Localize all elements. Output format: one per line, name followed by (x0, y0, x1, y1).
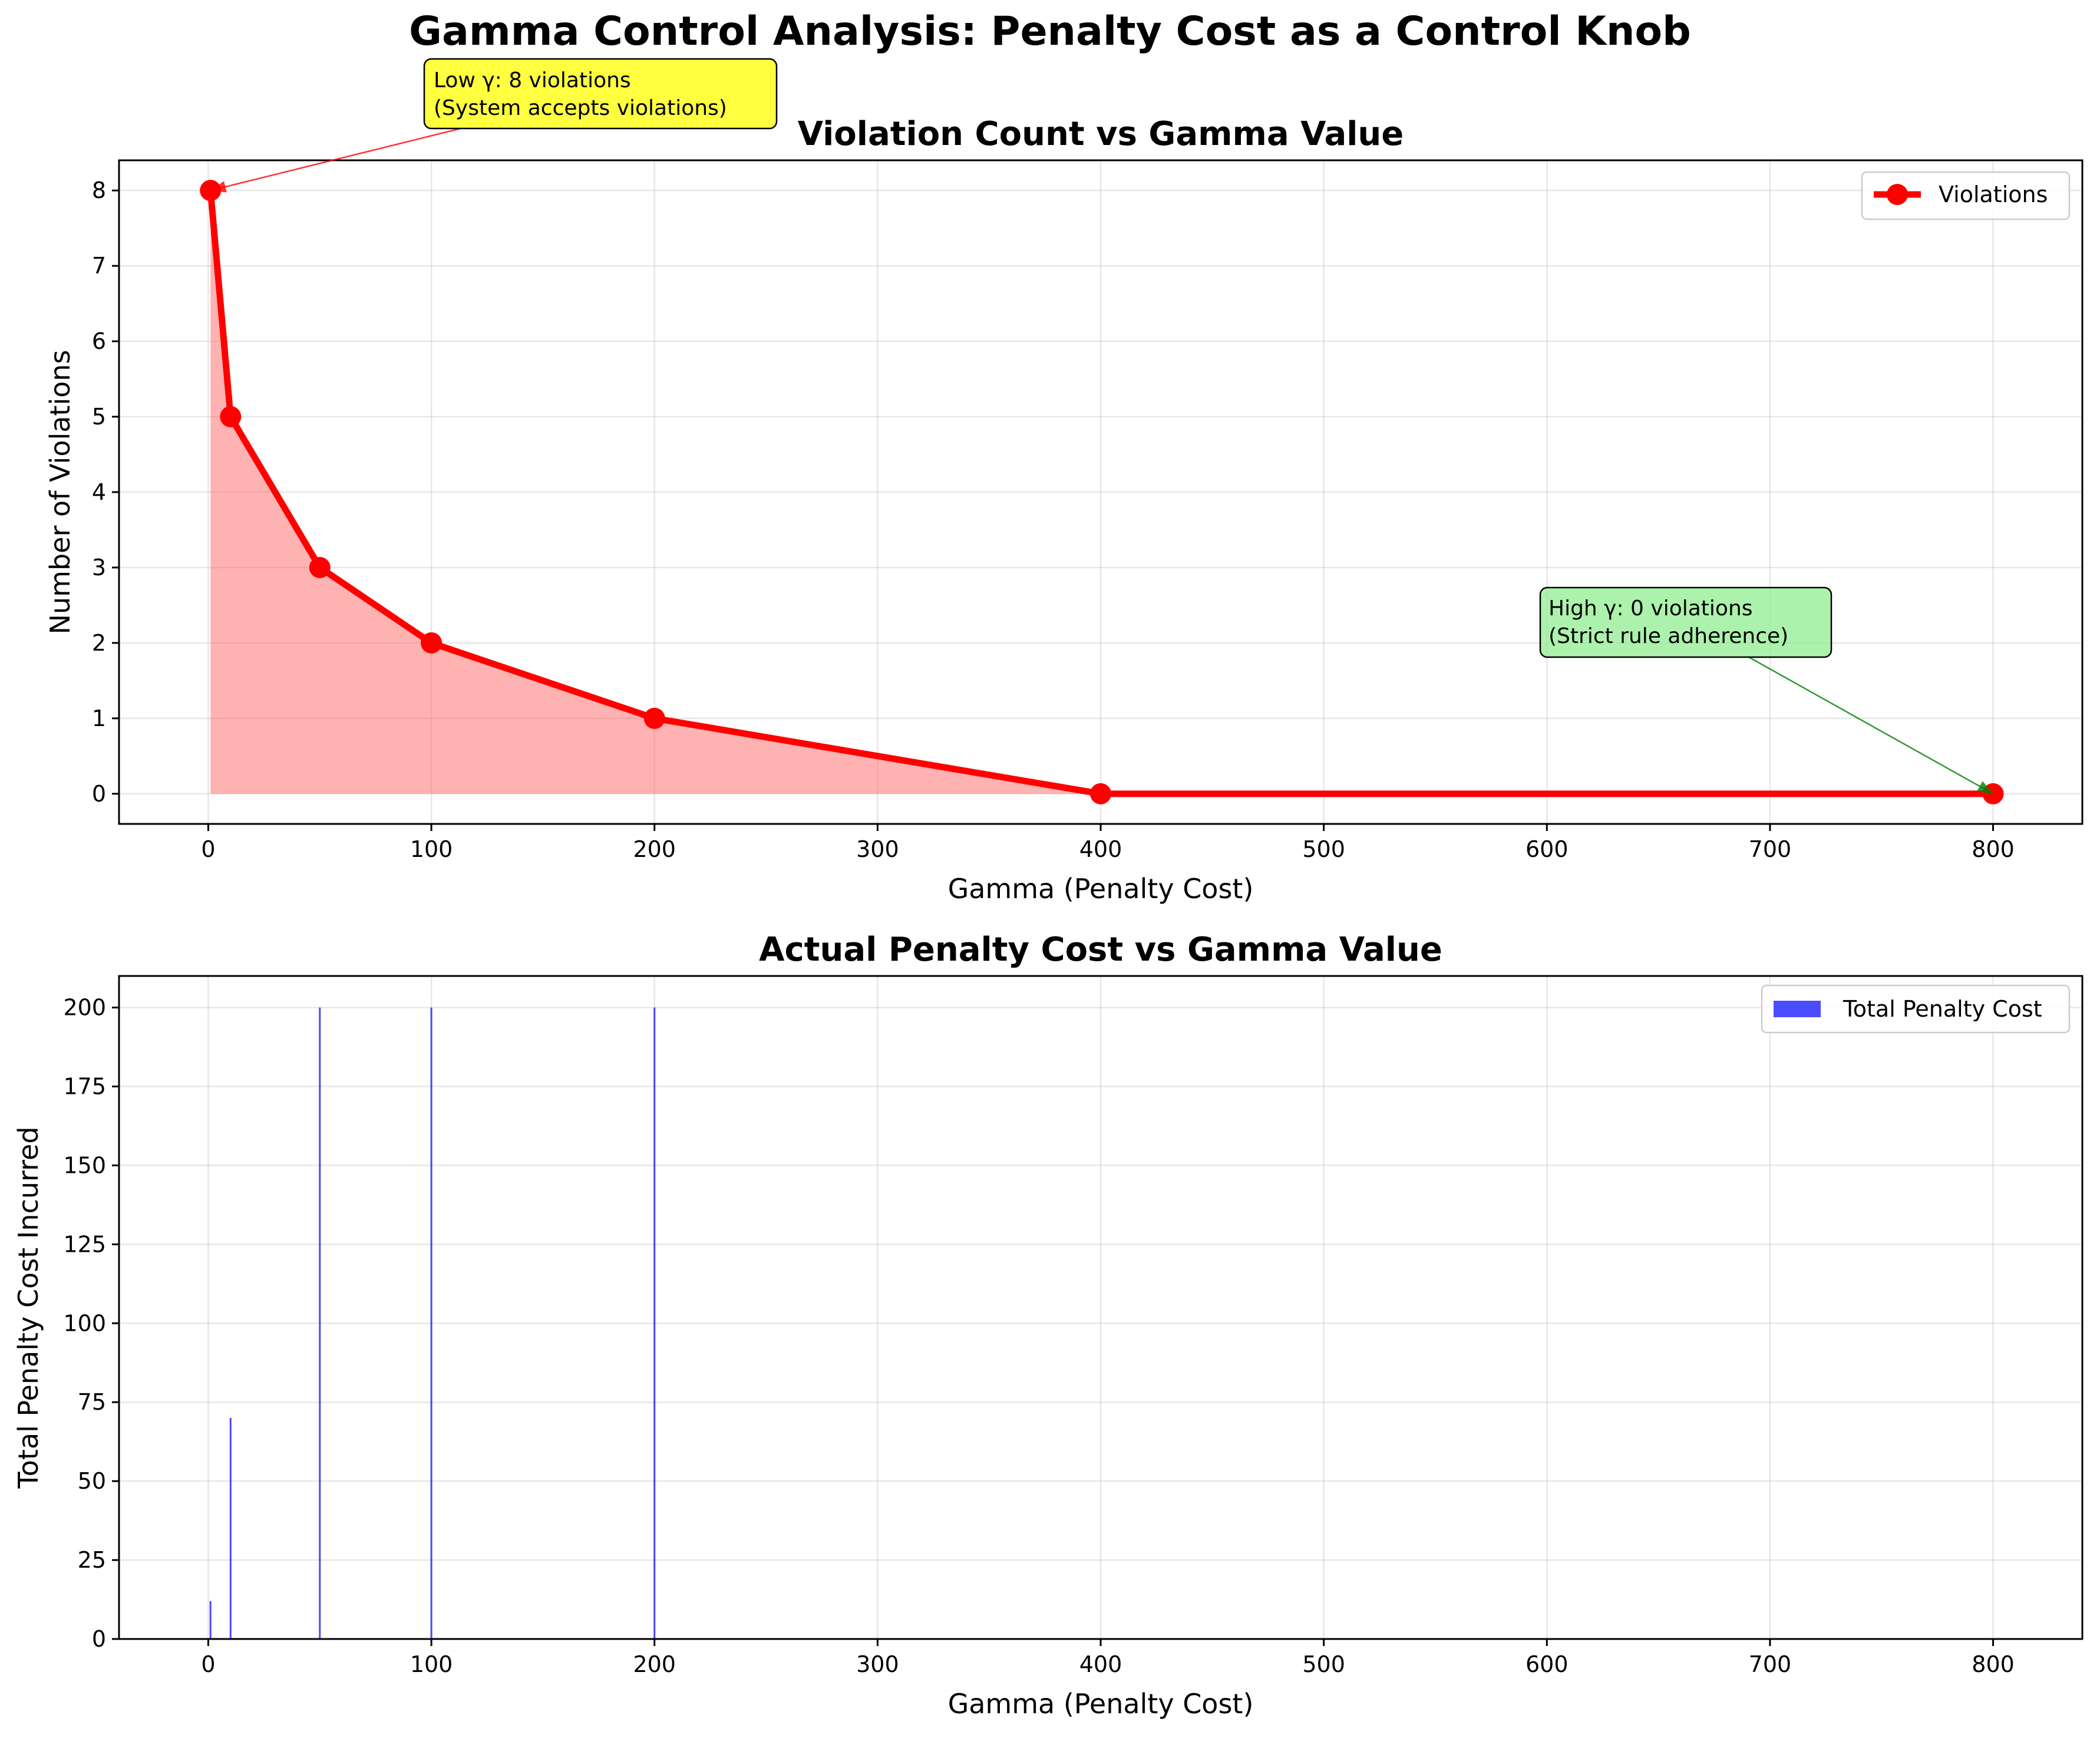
x-tick-label: 100 (410, 1651, 453, 1677)
annotation-low-gamma-arrow (210, 127, 461, 192)
y-tick-label: 0 (92, 781, 106, 807)
annotation-high-gamma-line-2: (Strict rule adherence) (1548, 624, 1788, 648)
violations-legend-label: Violations (1939, 182, 2048, 207)
y-tick-label: 7 (92, 253, 106, 279)
violations-annotations: Low γ: 8 violations (System accepts viol… (210, 58, 1994, 794)
figure-title: Gamma Control Analysis: Penalty Cost as … (409, 8, 1691, 55)
penalty-cost-y-axis-label: Total Penalty Cost Incurred (12, 1126, 44, 1489)
y-tick-label: 150 (63, 1152, 106, 1178)
violations-chart: 0 100 200 300 400 500 600 700 800 0 1 2 3 4 5 6 7 8 Viol… (44, 58, 2084, 905)
penalty-cost-x-axis: 0 100 200 300 400 500 600 700 800 (201, 1639, 2015, 1677)
annotation-high-gamma-box (1539, 586, 1832, 658)
violations-data-point (1090, 783, 1111, 804)
penalty-cost-legend: Total Penalty Cost (1761, 984, 2071, 1034)
y-tick-label: 0 (92, 1626, 106, 1652)
x-tick-label: 400 (1079, 1651, 1122, 1677)
penalty-cost-chart: 0 100 200 300 400 500 600 700 800 0 25 50 75 100 125 1… (12, 931, 2084, 1720)
penalty-cost-bars (209, 1007, 656, 1639)
penalty-cost-legend-swatch (1774, 1001, 1821, 1017)
violations-x-axis-label: Gamma (Penalty Cost) (948, 873, 1254, 905)
annotation-high-gamma-arrowhead (1976, 781, 1993, 794)
violations-data-point (309, 556, 331, 578)
x-tick-label: 300 (856, 1651, 899, 1677)
y-tick-label: 5 (92, 404, 106, 430)
penalty-cost-bar (209, 1601, 212, 1639)
y-tick-label: 100 (63, 1310, 106, 1336)
violations-points (200, 180, 2004, 804)
x-tick-label: 500 (1302, 1651, 1345, 1677)
annotation-high-gamma: High γ: 0 violations (Strict rule adhere… (1539, 586, 1994, 794)
y-tick-label: 50 (78, 1468, 106, 1494)
x-tick-label: 0 (201, 1651, 215, 1677)
x-tick-label: 700 (1749, 836, 1792, 862)
annotation-low-gamma-line-1: Low γ: 8 violations (434, 68, 631, 93)
y-tick-label: 125 (63, 1231, 106, 1257)
annotation-low-gamma-arrowhead (210, 181, 227, 193)
violations-data-point (643, 707, 665, 729)
x-tick-label: 600 (1526, 836, 1569, 862)
x-tick-label: 300 (856, 836, 899, 862)
y-tick-label: 1 (92, 705, 106, 731)
x-tick-label: 400 (1079, 836, 1122, 862)
y-tick-label: 8 (92, 177, 106, 203)
annotation-low-gamma-line-2: (System accepts violations) (434, 96, 727, 120)
x-tick-label: 500 (1302, 836, 1345, 862)
violations-chart-title: Violation Count vs Gamma Value (798, 115, 1404, 153)
penalty-cost-y-axis: 0 25 50 75 100 125 150 175 200 (63, 995, 119, 1652)
x-tick-label: 200 (633, 1651, 676, 1677)
violations-legend-box (1861, 171, 2071, 220)
annotation-low-gamma: Low γ: 8 violations (System accepts viol… (210, 58, 778, 193)
x-tick-label: 800 (1972, 1651, 2015, 1677)
violations-legend: Violations (1861, 171, 2071, 220)
x-tick-label: 0 (201, 836, 215, 862)
penalty-cost-bar (430, 1007, 432, 1639)
y-tick-label: 6 (92, 328, 106, 354)
penalty-cost-legend-box (1761, 984, 2071, 1034)
penalty-cost-grid (119, 976, 2082, 1640)
violations-y-axis: 0 1 2 3 4 5 6 7 8 (92, 177, 119, 807)
annotation-high-gamma-arrow (1748, 656, 1994, 794)
violations-data-point (220, 406, 242, 428)
penalty-cost-bar (319, 1007, 321, 1639)
penalty-cost-legend-label: Total Penalty Cost (1843, 996, 2042, 1022)
violations-y-axis-label: Number of Violations (44, 350, 76, 635)
y-tick-label: 25 (78, 1547, 106, 1573)
x-tick-label: 600 (1526, 1651, 1569, 1677)
annotation-high-gamma-line-1: High γ: 0 violations (1548, 596, 1753, 621)
y-tick-label: 2 (92, 630, 106, 656)
penalty-cost-x-axis-label: Gamma (Penalty Cost) (948, 1688, 1254, 1720)
penalty-cost-bar (653, 1007, 656, 1639)
y-tick-label: 175 (63, 1074, 106, 1100)
x-tick-label: 800 (1972, 836, 2015, 862)
x-tick-label: 200 (633, 836, 676, 862)
y-tick-label: 3 (92, 555, 106, 581)
violations-x-axis: 0 100 200 300 400 500 600 700 800 (201, 824, 2015, 862)
penalty-cost-chart-title: Actual Penalty Cost vs Gamma Value (759, 931, 1442, 969)
x-tick-label: 700 (1749, 1651, 1792, 1677)
y-tick-label: 75 (78, 1389, 106, 1415)
violations-area-fill (210, 190, 1993, 794)
penalty-cost-bar (229, 1418, 232, 1639)
y-tick-label: 200 (63, 995, 106, 1021)
x-tick-label: 100 (410, 836, 453, 862)
y-tick-label: 4 (92, 479, 106, 505)
violations-data-point (421, 632, 443, 654)
violations-legend-marker (1887, 184, 1908, 205)
annotation-low-gamma-box (423, 58, 778, 130)
